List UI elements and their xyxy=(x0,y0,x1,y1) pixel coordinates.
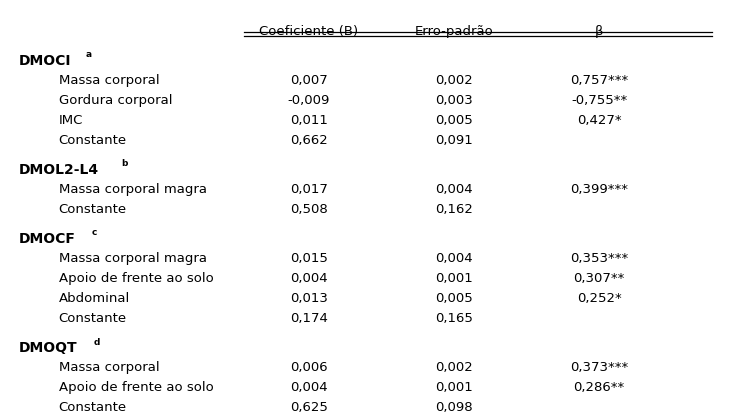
Text: -0,009: -0,009 xyxy=(288,94,330,107)
Text: 0,004: 0,004 xyxy=(290,381,328,394)
Text: 0,662: 0,662 xyxy=(290,134,328,146)
Text: 0,307**: 0,307** xyxy=(573,272,625,285)
Text: β: β xyxy=(595,25,603,38)
Text: IMC: IMC xyxy=(59,114,83,126)
Text: Apoio de frente ao solo: Apoio de frente ao solo xyxy=(59,381,214,394)
Text: 0,373***: 0,373*** xyxy=(570,362,628,374)
Text: 0,508: 0,508 xyxy=(290,203,328,216)
Text: 0,006: 0,006 xyxy=(290,362,328,374)
Text: -0,755**: -0,755** xyxy=(571,94,628,107)
Text: Coeficiente (B): Coeficiente (B) xyxy=(259,25,358,38)
Text: 0,757***: 0,757*** xyxy=(570,74,628,87)
Text: 0,013: 0,013 xyxy=(290,292,328,305)
Text: Massa corporal magra: Massa corporal magra xyxy=(59,252,206,265)
Text: Gordura corporal: Gordura corporal xyxy=(59,94,172,107)
Text: 0,091: 0,091 xyxy=(435,134,473,146)
Text: c: c xyxy=(91,228,97,238)
Text: 0,004: 0,004 xyxy=(290,272,328,285)
Text: 0,007: 0,007 xyxy=(290,74,328,87)
Text: b: b xyxy=(121,159,127,168)
Text: 0,004: 0,004 xyxy=(435,183,473,196)
Text: DMOQT: DMOQT xyxy=(18,342,77,355)
Text: Constante: Constante xyxy=(59,401,127,414)
Text: Erro-padrão: Erro-padrão xyxy=(415,25,493,38)
Text: Massa corporal magra: Massa corporal magra xyxy=(59,183,206,196)
Text: 0,004: 0,004 xyxy=(435,252,473,265)
Text: Apoio de frente ao solo: Apoio de frente ao solo xyxy=(59,272,214,285)
Text: 0,005: 0,005 xyxy=(435,114,473,126)
Text: 0,625: 0,625 xyxy=(290,401,328,414)
Text: 0,174: 0,174 xyxy=(290,312,328,325)
Text: 0,399***: 0,399*** xyxy=(570,183,628,196)
Text: d: d xyxy=(93,338,100,347)
Text: 0,353***: 0,353*** xyxy=(570,252,628,265)
Text: 0,015: 0,015 xyxy=(290,252,328,265)
Text: 0,002: 0,002 xyxy=(435,74,473,87)
Text: 0,165: 0,165 xyxy=(435,312,473,325)
Text: 0,162: 0,162 xyxy=(435,203,473,216)
Text: DMOCF: DMOCF xyxy=(18,232,76,246)
Text: Abdominal: Abdominal xyxy=(59,292,130,305)
Text: 0,252*: 0,252* xyxy=(577,292,622,305)
Text: DMOCI: DMOCI xyxy=(18,54,71,68)
Text: 0,003: 0,003 xyxy=(435,94,473,107)
Text: DMOL2-L4: DMOL2-L4 xyxy=(18,163,99,177)
Text: Constante: Constante xyxy=(59,312,127,325)
Text: Constante: Constante xyxy=(59,134,127,146)
Text: Massa corporal: Massa corporal xyxy=(59,74,159,87)
Text: 0,001: 0,001 xyxy=(435,272,473,285)
Text: Massa corporal: Massa corporal xyxy=(59,362,159,374)
Text: 0,286**: 0,286** xyxy=(573,381,625,394)
Text: 0,011: 0,011 xyxy=(290,114,328,126)
Text: 0,002: 0,002 xyxy=(435,362,473,374)
Text: a: a xyxy=(86,50,92,59)
Text: Constante: Constante xyxy=(59,203,127,216)
Text: 0,098: 0,098 xyxy=(435,401,473,414)
Text: 0,427*: 0,427* xyxy=(577,114,622,126)
Text: 0,017: 0,017 xyxy=(290,183,328,196)
Text: 0,005: 0,005 xyxy=(435,292,473,305)
Text: 0,001: 0,001 xyxy=(435,381,473,394)
